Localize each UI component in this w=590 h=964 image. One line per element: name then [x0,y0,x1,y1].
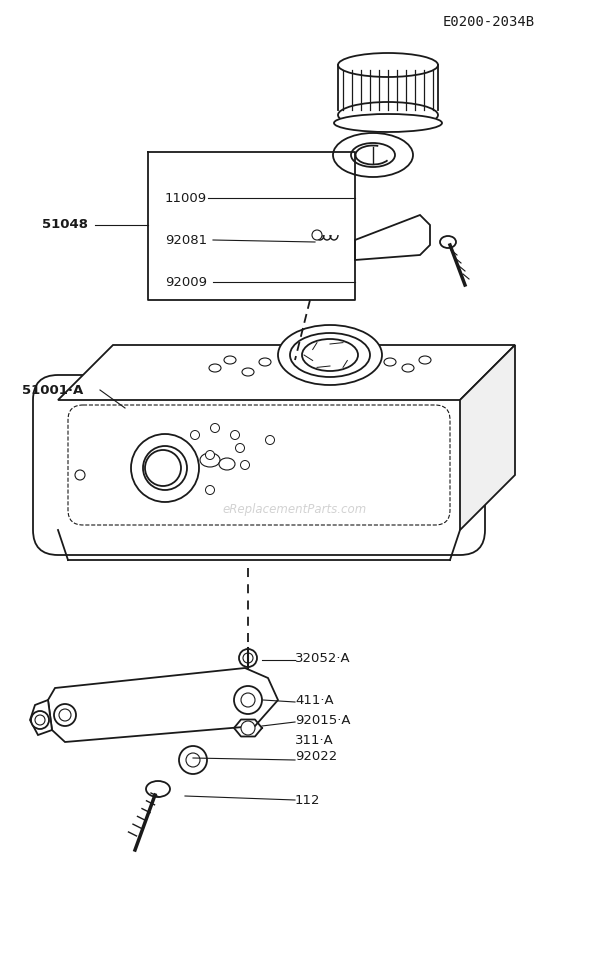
Circle shape [35,715,45,725]
Circle shape [143,446,187,490]
Circle shape [241,693,255,707]
Circle shape [75,470,85,480]
Ellipse shape [146,781,170,797]
Ellipse shape [351,143,395,167]
Ellipse shape [259,358,271,366]
Ellipse shape [302,339,358,371]
Circle shape [191,431,199,440]
Ellipse shape [334,114,442,132]
Text: 112: 112 [295,793,320,807]
Circle shape [179,746,207,774]
Ellipse shape [338,53,438,77]
Circle shape [239,649,257,667]
Circle shape [59,709,71,721]
Ellipse shape [312,230,322,240]
Circle shape [131,434,199,502]
FancyBboxPatch shape [33,375,485,555]
Polygon shape [460,345,515,530]
Ellipse shape [242,368,254,376]
Ellipse shape [200,453,220,467]
Text: 411·A: 411·A [295,693,333,707]
Text: eReplacementParts.com: eReplacementParts.com [223,503,367,517]
Ellipse shape [224,356,236,364]
Ellipse shape [209,364,221,372]
Text: E0200-2034B: E0200-2034B [443,15,535,29]
Circle shape [205,486,215,495]
Polygon shape [58,345,515,400]
Circle shape [205,450,215,460]
Text: 311·A: 311·A [295,734,334,746]
Ellipse shape [290,333,370,377]
Text: 92022: 92022 [295,751,337,763]
Circle shape [243,653,253,663]
Text: 92015·A: 92015·A [295,713,350,727]
Polygon shape [48,668,278,742]
Text: 51048: 51048 [42,219,88,231]
Ellipse shape [278,325,382,385]
Text: 92081: 92081 [165,233,207,247]
Circle shape [231,431,240,440]
Polygon shape [355,215,430,260]
Ellipse shape [384,358,396,366]
Ellipse shape [338,102,438,128]
Text: 51001·A: 51001·A [22,384,83,396]
Circle shape [235,443,244,452]
Text: 92009: 92009 [165,276,207,288]
Circle shape [211,423,219,433]
Circle shape [241,461,250,469]
Circle shape [186,753,200,767]
Circle shape [234,686,262,714]
Circle shape [241,721,255,735]
Polygon shape [30,700,52,735]
Text: 32052·A: 32052·A [295,652,350,664]
Circle shape [266,436,274,444]
Ellipse shape [145,450,181,486]
Ellipse shape [419,356,431,364]
Text: 11009: 11009 [165,192,207,204]
Ellipse shape [333,133,413,177]
Ellipse shape [440,236,456,248]
Ellipse shape [219,458,235,470]
Circle shape [54,704,76,726]
Circle shape [31,711,49,729]
Ellipse shape [402,364,414,372]
